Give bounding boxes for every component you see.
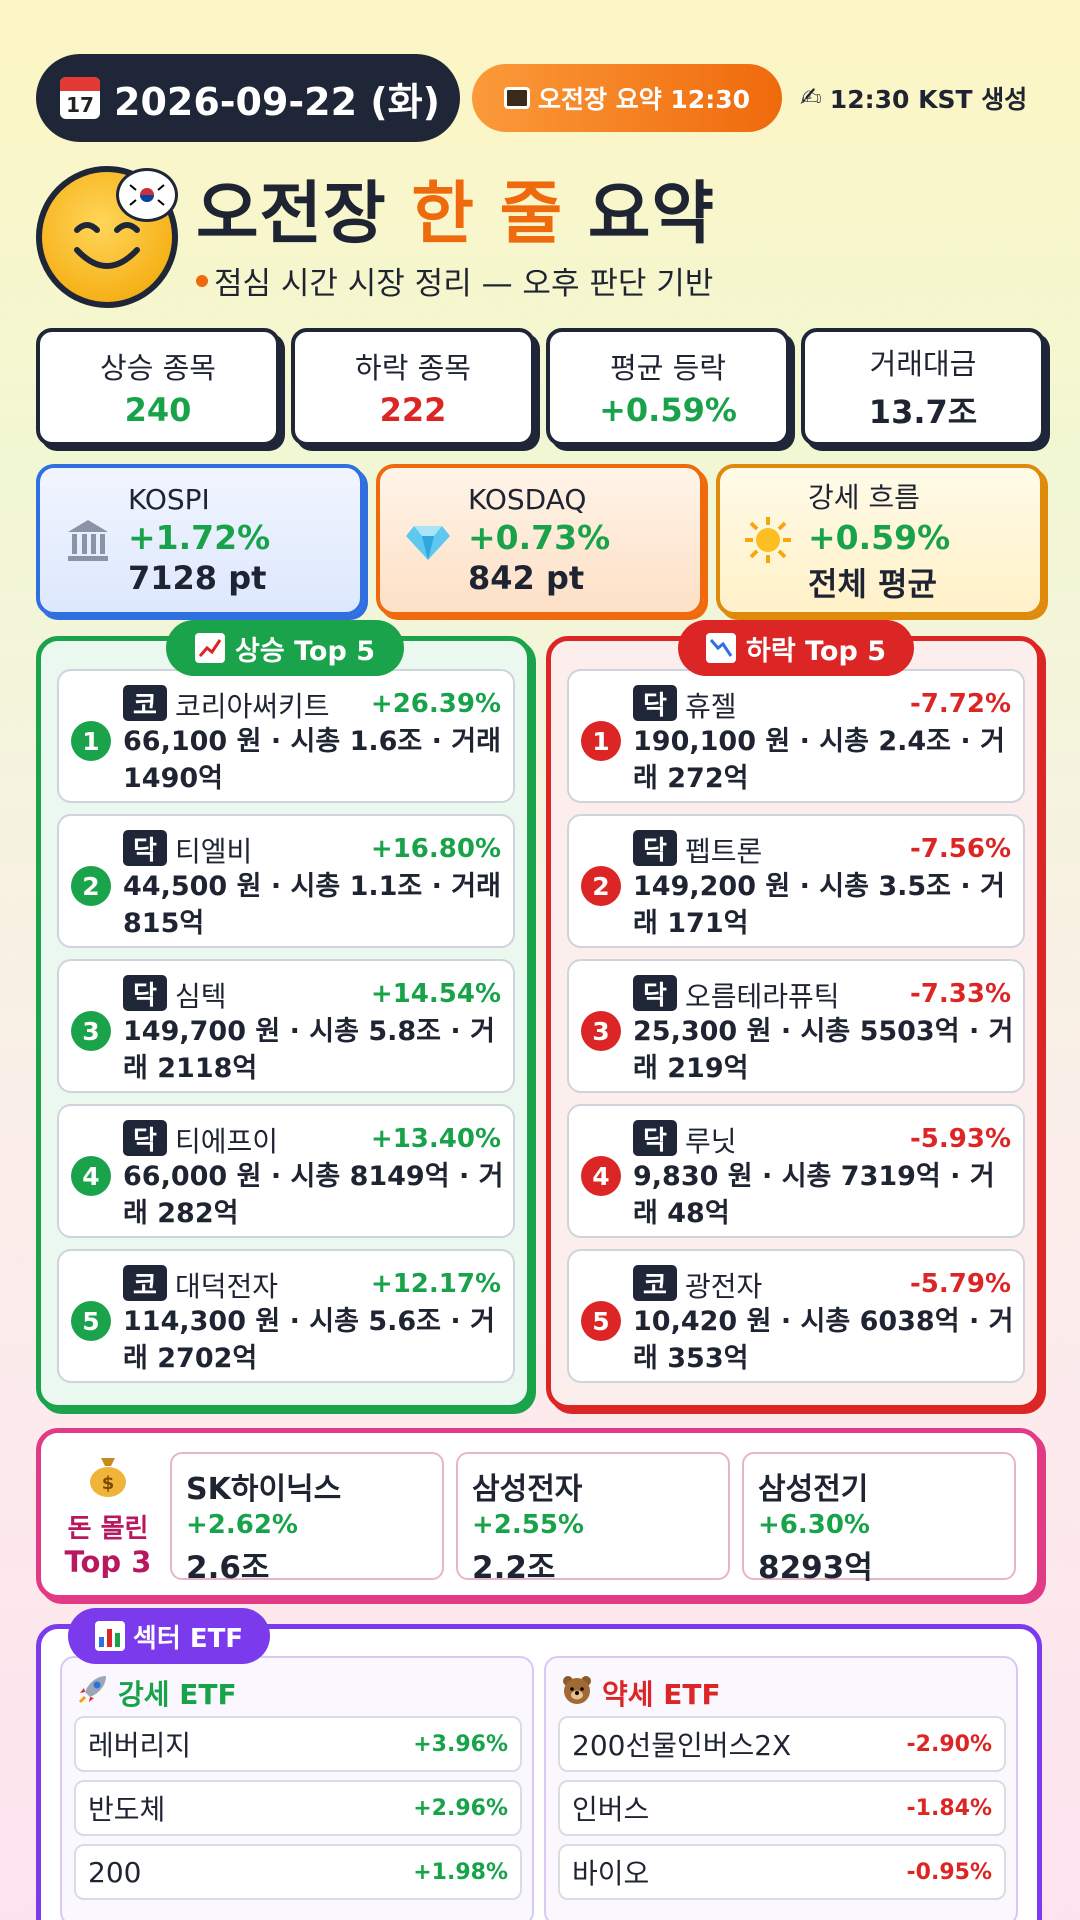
stock-name: 티엘비 <box>175 835 253 868</box>
stock-name: 루닛 <box>685 1125 737 1158</box>
sector-etf-tag: 섹터 ETF <box>68 1608 270 1664</box>
svg-text:$: $ <box>102 1473 115 1494</box>
stock-change: -7.56% <box>910 834 1011 864</box>
stock-change: -7.72% <box>910 689 1011 719</box>
loser-row[interactable]: 4 닥 루닛 -5.93% 9,830 원 · 시총 7319억 · 거래 48… <box>567 1104 1025 1238</box>
bank-icon <box>60 512 116 568</box>
loser-row[interactable]: 3 닥 오름테라퓨틱 -7.33% 25,300 원 · 시총 5503억 · … <box>567 959 1025 1093</box>
market-badge: 닥 <box>123 975 167 1011</box>
stock-name: 심텍 <box>175 980 227 1013</box>
page-subtitle: 점심 시간 시장 정리 — 오후 판단 기반 <box>196 258 713 303</box>
session-label: 오전장 요약 12:30 <box>538 85 750 114</box>
korea-flag-icon <box>116 168 178 222</box>
stock-change: +16.80% <box>370 834 501 864</box>
session-pill: 오전장 요약 12:30 <box>472 64 782 132</box>
etf-row[interactable]: 바이오 -0.95% <box>558 1844 1006 1900</box>
gainers-tag: 상승 Top 5 <box>166 620 404 676</box>
date-pill: 17 2026-09-22 (화) <box>36 54 460 142</box>
market-badge: 닥 <box>633 830 677 866</box>
stock-detail: 25,300 원 · 시총 5503억 · 거래 219억 <box>633 1016 1014 1084</box>
stock-name: 티에프이 <box>175 1125 279 1158</box>
market-badge: 닥 <box>123 830 167 866</box>
market-badge: 닥 <box>633 685 677 721</box>
money-card[interactable]: 삼성전자 +2.55% 2.2조 <box>456 1452 730 1586</box>
stat-card-rising: 상승 종목 240 <box>36 328 280 446</box>
rocket-icon <box>76 1672 110 1713</box>
stock-name: 휴젤 <box>685 690 737 723</box>
etf-row[interactable]: 인버스 -1.84% <box>558 1780 1006 1836</box>
market-badge: 코 <box>633 1265 677 1301</box>
stock-name: 펩트론 <box>685 835 763 868</box>
chart-down-icon <box>706 633 736 663</box>
stock-change: +13.40% <box>370 1124 501 1154</box>
money-top3-label: $ 돈 몰린 Top 3 <box>56 1452 160 1579</box>
bar-chart-icon <box>94 1621 125 1651</box>
index-card-trend: 강세 흐름 +0.59% 전체 평균 <box>716 464 1044 616</box>
sun-icon <box>740 512 796 568</box>
gainer-row[interactable]: 1 코 코리아써키트 +26.39% 66,100 원 · 시총 1.6조 · … <box>57 669 515 803</box>
money-card[interactable]: SK하이닉스 +2.62% 2.6조 <box>170 1452 444 1586</box>
stock-name: 광전자 <box>685 1270 763 1303</box>
stock-change: +26.39% <box>370 689 501 719</box>
stock-detail: 190,100 원 · 시총 2.4조 · 거래 272억 <box>633 726 1005 794</box>
gainers-panel: 1 코 코리아써키트 +26.39% 66,100 원 · 시총 1.6조 · … <box>36 636 532 1410</box>
market-badge: 코 <box>123 685 167 721</box>
strong-etf-column: 강세 ETF 레버리지 +3.96% 반도체 +2.96% 200 +1.98% <box>60 1656 534 1920</box>
etf-row[interactable]: 200 +1.98% <box>74 1844 522 1900</box>
loser-row[interactable]: 1 닥 휴젤 -7.72% 190,100 원 · 시총 2.4조 · 거래 2… <box>567 669 1025 803</box>
gainer-row[interactable]: 5 코 대덕전자 +12.17% 114,300 원 · 시총 5.6조 · 거… <box>57 1249 515 1383</box>
stock-detail: 66,000 원 · 시총 8149억 · 거래 282억 <box>123 1161 504 1229</box>
page-title: 오전장 한 줄 요약 <box>196 175 715 254</box>
stock-detail: 149,700 원 · 시총 5.8조 · 거래 2118억 <box>123 1016 495 1084</box>
losers-tag: 하락 Top 5 <box>678 620 914 676</box>
money-card[interactable]: 삼성전기 +6.30% 8293억 <box>742 1452 1016 1586</box>
gem-icon <box>400 512 456 568</box>
bullet-dot-icon <box>196 274 208 287</box>
stock-name: 대덕전자 <box>175 1270 279 1303</box>
stock-name: 코리아써키트 <box>175 690 330 723</box>
stock-detail: 114,300 원 · 시총 5.6조 · 거래 2702억 <box>123 1306 495 1374</box>
stock-name: 오름테라퓨틱 <box>685 980 840 1013</box>
losers-panel: 1 닥 휴젤 -7.72% 190,100 원 · 시총 2.4조 · 거래 2… <box>546 636 1042 1410</box>
gainer-row[interactable]: 4 닥 티에프이 +13.40% 66,000 원 · 시총 8149억 · 거… <box>57 1104 515 1238</box>
stat-card-falling: 하락 종목 222 <box>291 328 535 446</box>
etf-row[interactable]: 레버리지 +3.96% <box>74 1716 522 1772</box>
stock-detail: 10,420 원 · 시총 6038억 · 거래 353억 <box>633 1306 1014 1374</box>
stock-detail: 9,830 원 · 시총 7319억 · 거래 48억 <box>633 1161 995 1229</box>
gainer-row[interactable]: 2 닥 티엘비 +16.80% 44,500 원 · 시총 1.1조 · 거래 … <box>57 814 515 948</box>
weak-etf-column: 약세 ETF 200선물인버스2X -2.90% 인버스 -1.84% 바이오 … <box>544 1656 1018 1920</box>
index-card-kosdaq: KOSDAQ +0.73% 842 pt <box>376 464 704 616</box>
money-bag-icon: $ <box>85 1452 131 1508</box>
stock-detail: 66,100 원 · 시총 1.6조 · 거래 1490억 <box>123 726 501 794</box>
writing-hand-icon: ✍ <box>800 83 822 113</box>
loser-row[interactable]: 5 코 광전자 -5.79% 10,420 원 · 시총 6038억 · 거래 … <box>567 1249 1025 1383</box>
market-badge: 닥 <box>633 1120 677 1156</box>
index-card-kospi: KOSPI +1.72% 7128 pt <box>36 464 364 616</box>
loser-row[interactable]: 2 닥 펩트론 -7.56% 149,200 원 · 시총 3.5조 · 거래 … <box>567 814 1025 948</box>
bear-icon <box>560 1672 594 1713</box>
etf-row[interactable]: 반도체 +2.96% <box>74 1780 522 1836</box>
stock-change: +12.17% <box>370 1269 501 1299</box>
market-badge: 닥 <box>633 975 677 1011</box>
stock-change: +14.54% <box>370 979 501 1009</box>
stock-change: -5.93% <box>910 1124 1011 1154</box>
stat-card-volume: 거래대금 13.7조 <box>801 328 1045 446</box>
stock-detail: 44,500 원 · 시총 1.1조 · 거래 815억 <box>123 871 501 939</box>
market-badge: 닥 <box>123 1120 167 1156</box>
stock-change: -7.33% <box>910 979 1011 1009</box>
stock-change: -5.79% <box>910 1269 1011 1299</box>
etf-row[interactable]: 200선물인버스2X -2.90% <box>558 1716 1006 1772</box>
market-badge: 코 <box>123 1265 167 1301</box>
date-label: 2026-09-22 (화) <box>114 79 440 124</box>
gainer-row[interactable]: 3 닥 심텍 +14.54% 149,700 원 · 시총 5.8조 · 거래 … <box>57 959 515 1093</box>
stock-detail: 149,200 원 · 시총 3.5조 · 거래 171억 <box>633 871 1005 939</box>
stat-card-average: 평균 등락 +0.59% <box>546 328 790 446</box>
bento-icon <box>504 87 530 109</box>
chart-up-icon <box>195 633 225 663</box>
calendar-icon: 17 <box>60 77 100 119</box>
generated-label: ✍ 12:30 KST 생성 <box>800 83 1028 114</box>
